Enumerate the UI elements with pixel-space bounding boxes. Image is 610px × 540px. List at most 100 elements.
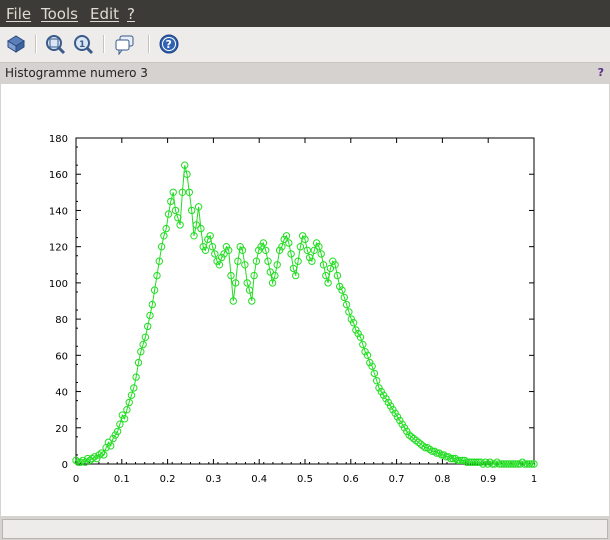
data-point xyxy=(192,221,201,229)
data-point xyxy=(336,282,344,291)
x-tick-label: 0.6 xyxy=(343,474,359,485)
data-point xyxy=(292,271,300,280)
rotate-icon xyxy=(7,35,25,53)
data-point xyxy=(386,402,395,410)
help-icon: ? xyxy=(159,34,179,54)
data-point xyxy=(118,411,127,419)
data-point xyxy=(88,454,96,463)
data-point xyxy=(319,261,328,269)
data-point xyxy=(326,264,335,273)
data-point xyxy=(312,239,321,247)
data-point xyxy=(215,261,224,269)
menu-tools[interactable]: Tools xyxy=(41,5,78,23)
data-point xyxy=(162,224,170,233)
data-point xyxy=(252,257,261,265)
data-point xyxy=(220,250,228,258)
data-point xyxy=(225,246,233,255)
data-point xyxy=(153,271,161,280)
x-tick-label: 1 xyxy=(531,474,537,485)
data-point xyxy=(528,460,536,468)
data-point xyxy=(352,326,360,334)
x-tick-label: 0.4 xyxy=(251,474,267,485)
data-point xyxy=(331,261,339,269)
data-point xyxy=(405,431,413,439)
data-point xyxy=(234,257,242,265)
data-point xyxy=(305,253,314,262)
data-point xyxy=(301,235,309,244)
data-point xyxy=(393,413,402,421)
data-point xyxy=(493,458,501,466)
datatip-button[interactable] xyxy=(114,33,136,56)
data-point xyxy=(262,246,270,255)
data-point xyxy=(514,460,522,468)
data-point xyxy=(444,453,453,461)
data-point xyxy=(511,460,520,468)
data-point xyxy=(294,257,302,265)
data-point xyxy=(146,311,154,320)
data-point xyxy=(502,460,510,468)
y-tick-label: 60 xyxy=(55,351,68,362)
data-point xyxy=(264,257,272,265)
data-point xyxy=(266,268,274,276)
x-tick-label: 0.8 xyxy=(434,474,450,485)
data-point xyxy=(447,454,455,463)
data-point xyxy=(454,456,462,465)
data-point xyxy=(507,460,515,468)
data-point xyxy=(486,458,494,466)
data-point xyxy=(211,250,219,258)
data-point xyxy=(86,456,94,465)
data-point xyxy=(310,246,318,255)
zoom-reset-icon: 1 xyxy=(74,35,94,55)
x-tick-label: 0.3 xyxy=(205,474,221,485)
data-point xyxy=(398,420,406,428)
data-point xyxy=(222,243,231,251)
data-point xyxy=(484,460,492,468)
data-point xyxy=(479,460,487,468)
data-point xyxy=(104,438,113,446)
toolbar: 1 ? xyxy=(0,27,610,63)
data-point xyxy=(107,442,115,450)
data-point xyxy=(308,257,316,265)
data-point xyxy=(389,406,397,414)
x-tick-label: 0.5 xyxy=(297,474,313,485)
data-point xyxy=(150,286,159,294)
data-point xyxy=(375,384,383,392)
data-point xyxy=(356,333,365,341)
data-point xyxy=(338,286,346,294)
data-point xyxy=(285,239,293,247)
data-point xyxy=(181,161,189,169)
menu-edit[interactable]: Edit xyxy=(90,5,120,23)
help-button[interactable]: ? xyxy=(158,33,180,55)
data-point xyxy=(206,232,214,240)
plot-frame xyxy=(75,137,535,465)
data-point xyxy=(250,271,258,280)
data-point xyxy=(400,424,409,432)
x-tick-label: 0 xyxy=(73,474,79,485)
y-tick-label: 80 xyxy=(55,315,68,326)
zoom-button[interactable] xyxy=(44,33,66,55)
data-point xyxy=(419,442,427,450)
data-point xyxy=(299,232,307,240)
y-tick-label: 180 xyxy=(49,134,68,145)
data-point xyxy=(470,458,478,466)
data-point xyxy=(141,333,150,341)
plot-canvas[interactable]: 0 0.1 0.2 0.3 0.4 0.5 0.6 0.7 0.8 0.9 1 0 20 40 60 80 10… xyxy=(1,84,609,516)
menu-help[interactable]: ? xyxy=(127,5,135,23)
figure-help-icon[interactable]: ? xyxy=(597,66,604,79)
x-tick-label: 0.7 xyxy=(389,474,405,485)
data-point xyxy=(391,409,399,417)
data-point xyxy=(79,456,87,465)
data-point xyxy=(137,348,145,356)
rotate-button[interactable] xyxy=(5,33,27,55)
histogram-chart: 0 0.1 0.2 0.3 0.4 0.5 0.6 0.7 0.8 0.9 1 0 20 40 60 80 10… xyxy=(49,134,538,485)
data-point xyxy=(477,458,485,466)
data-point xyxy=(130,384,138,392)
data-point xyxy=(268,279,277,287)
menu-bar: File Tools Edit ? xyxy=(0,0,610,27)
data-point xyxy=(403,427,411,436)
menu-file[interactable]: File xyxy=(6,5,32,23)
data-point xyxy=(100,451,108,459)
data-point xyxy=(442,453,450,461)
zoom-reset-button[interactable]: 1 xyxy=(72,33,94,55)
data-point xyxy=(516,460,524,468)
